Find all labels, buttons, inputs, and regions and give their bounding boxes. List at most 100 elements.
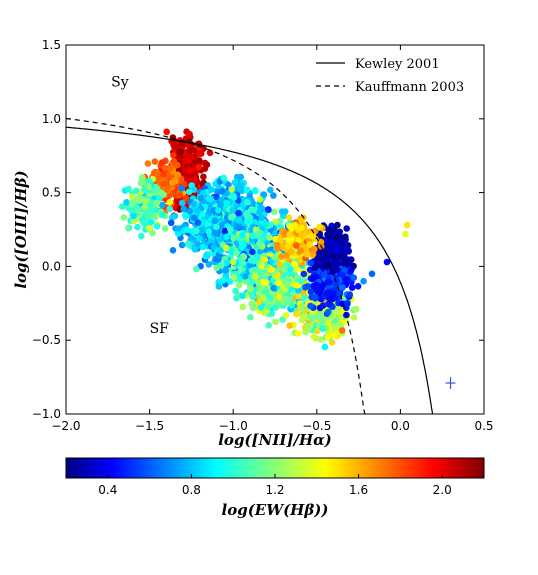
data-point: [319, 302, 327, 309]
data-point: [291, 222, 298, 230]
data-point: [278, 208, 286, 215]
data-point: [208, 186, 215, 193]
data-point: [170, 158, 178, 165]
data-point: [145, 224, 153, 232]
x-axis-ticks: −2.0 −1.5 −1.0 −0.5 0.0 0.5: [51, 45, 494, 433]
data-point: [215, 206, 222, 214]
data-point: [177, 148, 185, 155]
data-point: [247, 285, 254, 293]
data-point: [347, 267, 354, 275]
data-point: [268, 310, 276, 318]
data-point: [341, 267, 349, 274]
data-point: [266, 234, 273, 241]
data-point: [193, 227, 200, 235]
data-point: [345, 248, 352, 255]
data-point: [144, 160, 152, 167]
data-point: [264, 206, 272, 213]
data-point: [166, 198, 174, 206]
data-point: [207, 237, 214, 245]
data-point: [306, 241, 313, 248]
data-point: [334, 253, 342, 261]
data-point: [258, 284, 266, 291]
data-point: [260, 278, 267, 286]
data-point: [300, 313, 307, 320]
data-point: [223, 259, 231, 267]
data-point: [142, 197, 149, 205]
data-point: [335, 259, 343, 267]
data-point: [210, 244, 217, 251]
data-point: [166, 205, 173, 213]
data-point: [175, 225, 182, 232]
data-point: [307, 288, 315, 296]
data-point: [273, 241, 281, 249]
data-point: [270, 284, 277, 292]
data-point: [129, 199, 136, 206]
data-point: [319, 317, 326, 325]
data-point: [307, 259, 315, 267]
region-label-sy: Sy: [111, 74, 129, 90]
data-point: [249, 232, 256, 240]
data-point: [297, 277, 305, 285]
data-point: [188, 234, 195, 242]
data-point: [280, 272, 288, 279]
data-point: [284, 281, 291, 289]
data-point: [320, 271, 328, 278]
data-point: [323, 289, 331, 297]
data-point: [226, 278, 234, 285]
data-point: [336, 228, 344, 236]
data-point: [249, 304, 257, 312]
data-point: [196, 150, 203, 158]
data-point: [217, 201, 224, 208]
data-point: [228, 186, 235, 193]
data-point: [159, 201, 166, 209]
x-tick-label: 0.0: [391, 419, 410, 433]
data-point: [149, 229, 156, 237]
data-point: [275, 279, 283, 287]
data-point: [296, 256, 304, 264]
data-point: [324, 243, 331, 251]
data-point: [325, 226, 333, 233]
data-point: [283, 252, 291, 259]
data-point: [270, 192, 277, 199]
data-point: [133, 187, 140, 195]
data-point: [319, 325, 326, 333]
data-point: [239, 259, 247, 266]
data-point: [178, 199, 186, 207]
x-tick-label: −1.0: [219, 419, 248, 433]
data-point: [203, 251, 211, 258]
data-point: [251, 257, 259, 264]
data-point: [346, 291, 354, 298]
data-point: [350, 262, 357, 270]
data-point: [310, 314, 317, 322]
data-point: [300, 294, 307, 302]
data-point: [118, 203, 126, 210]
data-point: [199, 243, 207, 251]
data-point: [215, 283, 223, 290]
y-tick-label: −0.5: [32, 333, 61, 347]
data-point: [285, 214, 293, 221]
data-point: [176, 191, 183, 199]
data-point: [267, 186, 274, 194]
data-point: [183, 226, 191, 233]
y-tick-label: −1.0: [32, 407, 61, 421]
data-point: [220, 174, 227, 182]
data-point: [134, 223, 141, 231]
data-point: [128, 206, 136, 214]
data-point: [343, 225, 351, 232]
data-point: [194, 219, 202, 226]
data-points: [118, 128, 411, 351]
data-point: [146, 211, 154, 218]
data-point: [206, 149, 214, 157]
data-point: [278, 253, 285, 260]
data-point: [254, 267, 262, 275]
data-point: [251, 187, 259, 195]
data-point: [235, 217, 243, 224]
data-point: [158, 159, 166, 166]
x-axis-label: log([NII]/Hα): [218, 431, 332, 449]
data-point: [184, 240, 192, 248]
data-point: [223, 200, 231, 207]
data-point: [286, 231, 294, 238]
data-point: [340, 253, 347, 260]
data-point: [161, 164, 169, 172]
kewley-2001-curve: [66, 126, 434, 414]
